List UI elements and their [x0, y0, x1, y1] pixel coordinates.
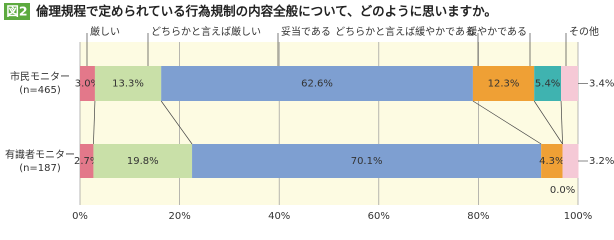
bar-segment — [534, 66, 562, 101]
legend-label: どちらかと言えば厳しい — [151, 25, 261, 38]
value-label: 19.8% — [127, 156, 159, 167]
legend-label: どちらかと言えば緩やかである — [335, 25, 475, 38]
bar-segment — [80, 144, 94, 178]
chart-title: 倫理規程で定められている行為規制の内容全般について、どのように思いますか。 — [36, 4, 497, 19]
x-tick-label: 20% — [168, 211, 190, 222]
value-label: 3.0% — [75, 79, 100, 90]
bar-segment — [93, 144, 193, 178]
category-note: (n=187) — [19, 163, 61, 174]
category-label: 市民モニター — [10, 70, 70, 83]
value-label: 13.3% — [112, 79, 144, 90]
value-label: 3.2% — [589, 156, 614, 167]
value-label: 70.1% — [351, 156, 383, 167]
connector-line — [560, 100, 563, 145]
value-label: 12.3% — [488, 79, 520, 90]
bar-segment — [561, 66, 578, 101]
figure-label: 図2 — [6, 4, 27, 19]
bar-segment — [94, 66, 162, 101]
bar-segment — [192, 144, 542, 178]
legend-label: 厳しい — [90, 25, 120, 38]
x-tick-label: 100% — [564, 211, 593, 222]
bar-segment — [161, 66, 473, 101]
value-label: 4.3% — [539, 156, 564, 167]
category-note: (n=465) — [19, 85, 61, 96]
category-label: 有識者モニター — [5, 148, 75, 161]
x-tick-label: 40% — [268, 211, 290, 222]
bar-segment — [80, 66, 95, 101]
figure-label-box — [4, 3, 30, 20]
value-label: 2.7% — [74, 156, 99, 167]
legend-label: 緩やかである — [467, 25, 527, 38]
connector-line — [472, 100, 542, 145]
legend-label: その他 — [569, 25, 599, 38]
value-label: 3.4% — [589, 79, 614, 90]
legend-label: 妥当である — [281, 25, 331, 38]
value-label: 0.0% — [550, 185, 575, 196]
bar-segment — [541, 144, 563, 178]
chart: 図2 倫理規程で定められている行為規制の内容全般について、どのように思いますか。… — [4, 3, 614, 222]
connector-line — [93, 100, 96, 145]
bar-segment — [472, 66, 535, 101]
connector-line — [533, 100, 563, 145]
value-label: 5.4% — [535, 79, 560, 90]
bar-segment — [562, 144, 579, 178]
connector-line — [160, 100, 193, 145]
value-label: 62.6% — [301, 79, 333, 90]
x-tick-label: 80% — [467, 211, 489, 222]
x-tick-label: 0% — [72, 211, 88, 222]
x-tick-label: 60% — [368, 211, 390, 222]
